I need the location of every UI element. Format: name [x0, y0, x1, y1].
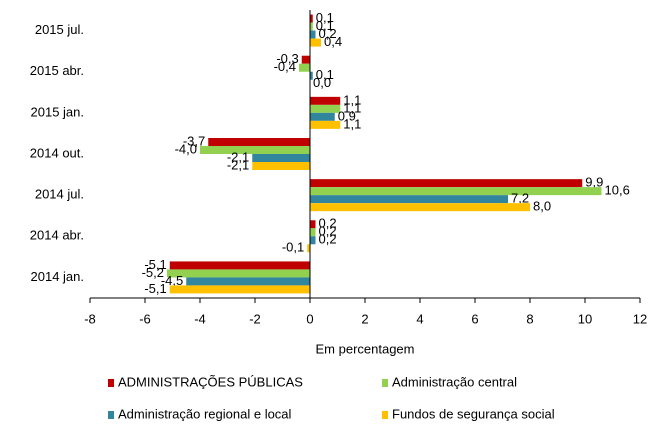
data-label: -2,1: [227, 149, 249, 164]
legend-label: Administração central: [392, 374, 517, 389]
y-tick-label: 2014 out.: [30, 145, 84, 160]
bar: [252, 162, 310, 170]
data-label: 0,4: [324, 34, 342, 49]
bar: [310, 187, 602, 196]
data-label: 0,9: [338, 108, 356, 123]
bar: [169, 285, 310, 294]
x-tick-label: 2: [361, 311, 368, 326]
legend-swatch: [108, 411, 114, 419]
data-label: -4,5: [161, 273, 183, 288]
y-tick-label: 2015 jan.: [31, 104, 85, 119]
data-label: -5,1: [144, 281, 166, 296]
data-label: 0,1: [316, 18, 334, 33]
bar: [200, 146, 310, 154]
legend-label: Fundos de segurança social: [392, 406, 555, 421]
x-tick-label: 10: [578, 311, 592, 326]
x-tick-label: -4: [194, 311, 206, 326]
bar: [186, 277, 310, 286]
x-tick-label: -6: [139, 311, 151, 326]
legend-swatch: [382, 411, 388, 419]
data-label: -0,3: [276, 51, 298, 66]
data-label: -2,1: [227, 157, 249, 172]
data-label: 0,1: [316, 10, 334, 25]
data-label: -5,2: [142, 265, 164, 280]
bar: [301, 55, 310, 64]
data-label: -0,1: [282, 240, 304, 255]
x-tick-label: -8: [84, 311, 96, 326]
data-label: -0,4: [274, 59, 296, 74]
y-tick-label: 2015 jul.: [35, 22, 84, 37]
bar: [310, 228, 316, 237]
bar: [167, 269, 310, 278]
bar: [310, 96, 341, 105]
data-label: 0,2: [319, 232, 337, 247]
bar: [310, 203, 530, 212]
data-label: 0,1: [316, 67, 334, 82]
data-label: 0,2: [319, 224, 337, 239]
data-label: -3,7: [183, 133, 205, 148]
legend-label: ADMINISTRAÇÕES PÚBLICAS: [118, 374, 303, 389]
bar: [310, 22, 313, 31]
bar: [310, 71, 313, 80]
data-label: 1,1: [343, 100, 361, 115]
bar: [310, 14, 313, 23]
y-tick-label: 2014 abr.: [30, 228, 84, 243]
y-tick-label: 2015 abr.: [30, 63, 84, 78]
bar: [310, 236, 316, 245]
x-tick-label: 8: [526, 311, 533, 326]
bar: [310, 195, 508, 204]
data-label: 0,2: [319, 26, 337, 41]
data-label: 0,0: [313, 75, 331, 90]
bar: [310, 30, 316, 39]
bar: [310, 112, 335, 121]
data-label: 0,2: [319, 216, 337, 231]
legend-swatch: [108, 379, 114, 387]
bar: [208, 138, 310, 146]
bar: [307, 244, 310, 253]
data-label: 7,2: [511, 191, 529, 206]
y-tick-label: 2014 jan.: [31, 269, 85, 284]
x-axis-label: Em percentagem: [316, 341, 415, 356]
x-tick-label: 6: [471, 311, 478, 326]
data-label: -5,1: [144, 257, 166, 272]
x-tick-label: 12: [633, 311, 647, 326]
data-label: -4,0: [175, 141, 197, 156]
bar: [252, 154, 310, 162]
data-label: 1,1: [343, 116, 361, 131]
data-label: 1,1: [343, 92, 361, 107]
data-label: 10,6: [605, 183, 630, 198]
legend-label: Administração regional e local: [118, 406, 292, 421]
bar: [299, 63, 310, 72]
bar: [310, 179, 583, 188]
bar: [310, 120, 341, 129]
x-tick-label: 4: [416, 311, 423, 326]
legend-swatch: [382, 379, 388, 387]
bar: [310, 104, 341, 113]
x-tick-label: 0: [306, 311, 313, 326]
data-label: 9,9: [585, 175, 603, 190]
data-label: 8,0: [533, 199, 551, 214]
x-tick-label: -2: [249, 311, 261, 326]
bar: [169, 261, 310, 270]
bar: [310, 220, 316, 229]
y-tick-label: 2014 jul.: [35, 187, 84, 202]
bar: [310, 38, 321, 47]
